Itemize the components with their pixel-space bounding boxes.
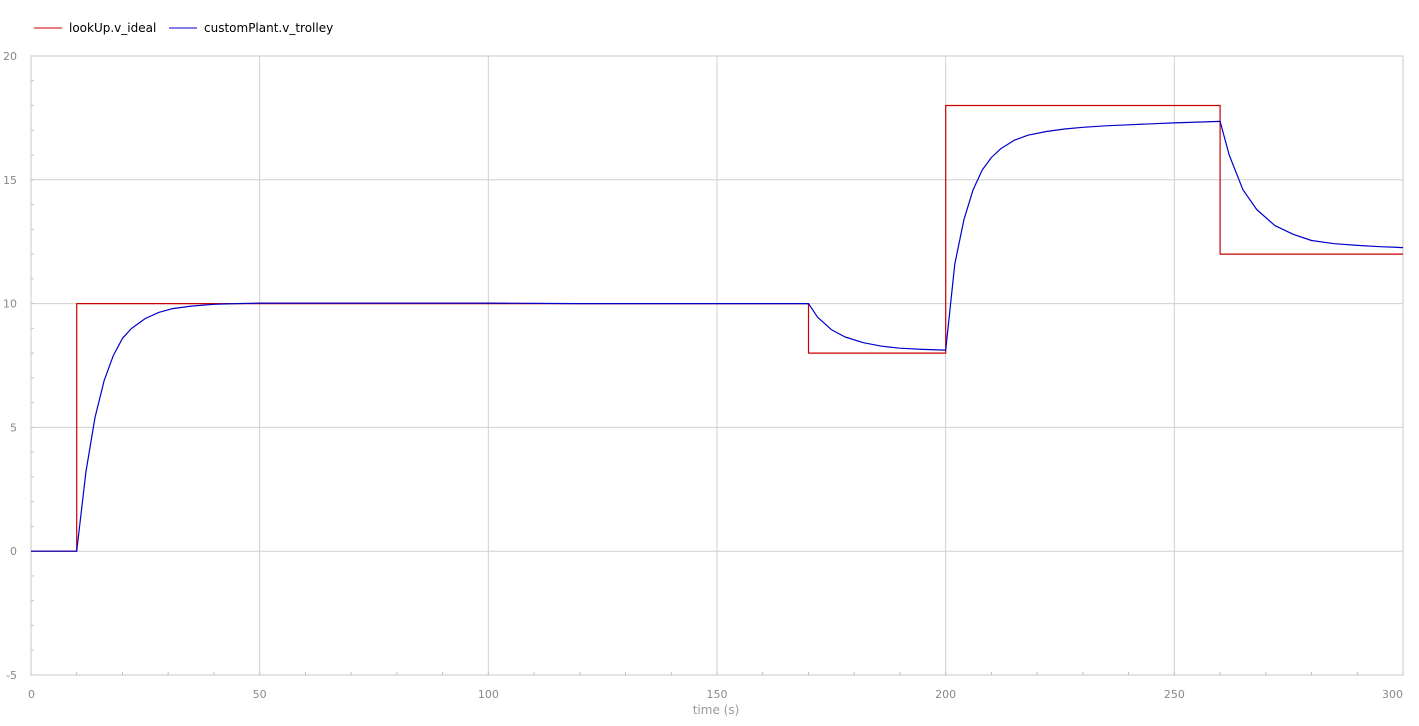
- series-line-customplant-v-trolley: [31, 120, 1404, 552]
- x-tick-label: 200: [935, 688, 956, 701]
- legend-label-lookup-v-ideal[interactable]: lookUp.v_ideal: [69, 21, 156, 35]
- x-axis-title: time (s): [693, 703, 740, 717]
- y-tick-labels: -5 0 5 10 15 20: [3, 50, 17, 682]
- series-line-lookup-v-ideal: [31, 104, 1403, 552]
- legend-label-customplant-v-trolley[interactable]: customPlant.v_trolley: [204, 21, 333, 35]
- y-tick-label: 10: [3, 298, 17, 311]
- x-tick-labels: 0 50 100 150 200 250 300: [28, 688, 1403, 701]
- x-tick-label: 0: [28, 688, 35, 701]
- x-tick-label: 50: [253, 688, 267, 701]
- x-tick-label: 250: [1164, 688, 1185, 701]
- y-tick-label: 20: [3, 50, 17, 63]
- x-tick-label: 150: [707, 688, 728, 701]
- y-tick-label: -5: [6, 669, 17, 682]
- y-tick-label: 5: [10, 421, 17, 434]
- y-tick-label: 0: [10, 545, 17, 558]
- legend[interactable]: lookUp.v_ideal customPlant.v_trolley: [34, 21, 333, 35]
- x-tick-label: 100: [478, 688, 499, 701]
- series-lines: [31, 104, 1404, 552]
- x-tick-label: 300: [1382, 688, 1403, 701]
- y-tick-label: 15: [3, 174, 17, 187]
